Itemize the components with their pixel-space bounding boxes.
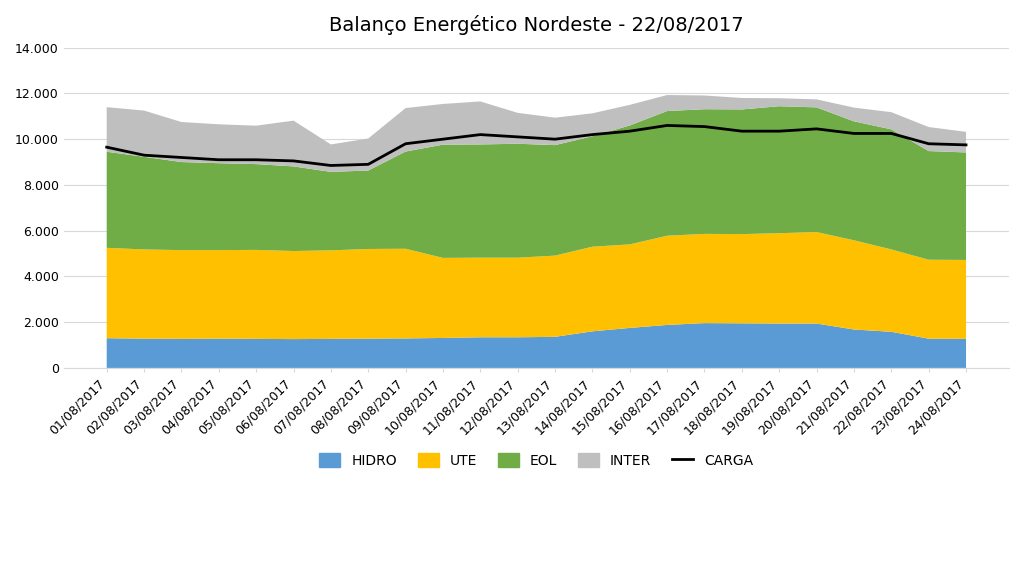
CARGA bbox=[848, 130, 860, 137]
CARGA bbox=[959, 142, 972, 149]
Title: Balanço Energético Nordeste - 22/08/2017: Balanço Energético Nordeste - 22/08/2017 bbox=[329, 15, 743, 35]
CARGA bbox=[512, 134, 524, 140]
CARGA bbox=[325, 162, 337, 169]
CARGA bbox=[624, 128, 636, 135]
CARGA bbox=[362, 161, 375, 168]
CARGA bbox=[474, 131, 486, 138]
CARGA bbox=[288, 157, 300, 164]
CARGA bbox=[698, 123, 711, 130]
CARGA bbox=[885, 130, 897, 137]
CARGA bbox=[100, 144, 113, 151]
CARGA bbox=[773, 128, 785, 135]
CARGA bbox=[437, 136, 450, 143]
CARGA bbox=[810, 125, 822, 132]
Line: CARGA: CARGA bbox=[106, 125, 966, 165]
CARGA bbox=[399, 140, 412, 147]
CARGA bbox=[213, 156, 225, 163]
CARGA bbox=[735, 128, 748, 135]
CARGA bbox=[587, 131, 599, 138]
CARGA bbox=[549, 136, 561, 143]
CARGA bbox=[660, 122, 673, 129]
CARGA bbox=[923, 140, 935, 147]
CARGA bbox=[175, 154, 187, 161]
Legend: HIDRO, UTE, EOL, INTER, CARGA: HIDRO, UTE, EOL, INTER, CARGA bbox=[314, 447, 759, 473]
CARGA bbox=[250, 156, 262, 163]
CARGA bbox=[138, 151, 151, 158]
